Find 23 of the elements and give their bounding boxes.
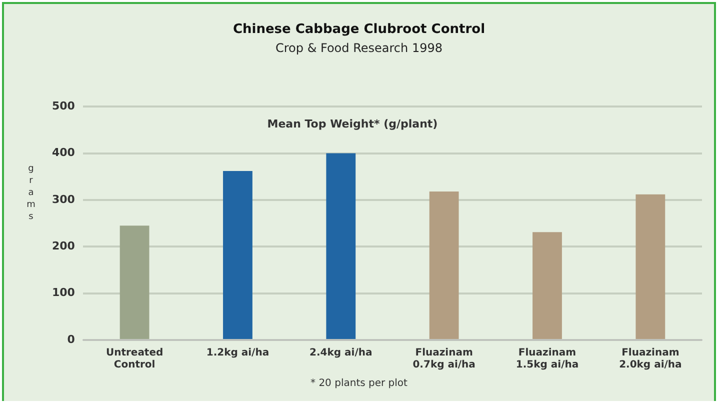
y-tick-label: 400: [52, 146, 76, 160]
bar: [636, 194, 666, 339]
bar: [223, 171, 252, 339]
x-tick-label: 1.2kg ai/ha: [206, 348, 270, 359]
y-tick-label: 300: [52, 192, 76, 206]
chart-subtitle: Crop & Food Research 1998: [274, 41, 444, 55]
x-tick-label: Fluazinam 0.7kg ai/ha: [412, 348, 476, 371]
x-tick-label: Fluazinam 1.5kg ai/ha: [516, 348, 579, 371]
bar: [326, 153, 356, 339]
y-tick-label: 500: [52, 99, 76, 112]
text: * 20 plants per plot: [310, 378, 408, 389]
bar: [120, 226, 150, 339]
y-tick-label: 100: [52, 286, 76, 300]
bar: [532, 232, 562, 339]
x-tick-label: Untreated Control: [106, 348, 164, 371]
annotation: Mean Top Weight* (g/plant): [267, 117, 438, 130]
x-tick-label: Fluazinam 2.0kg ai/ha: [619, 348, 682, 371]
y-axis-title: grams: [26, 164, 36, 224]
y-tick-label: 200: [52, 240, 76, 252]
y-tick-label: 0: [67, 332, 76, 346]
x-tick-label: 2.4kg ai/ha: [310, 348, 372, 359]
chart-title: Chinese Cabbage Clubroot Control: [232, 22, 486, 37]
bar: [429, 192, 459, 339]
